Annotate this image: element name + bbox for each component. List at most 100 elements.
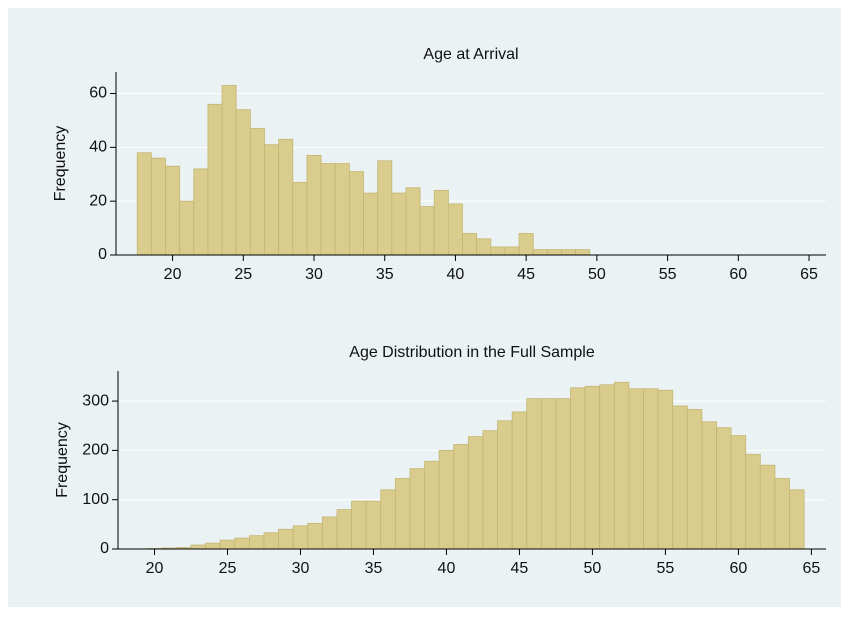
- bar: [219, 539, 236, 550]
- bar: [490, 246, 506, 256]
- bar: [526, 398, 542, 550]
- x-tick-label: 25: [219, 560, 237, 577]
- bar: [150, 157, 166, 256]
- bar: [467, 436, 484, 550]
- bar: [391, 192, 407, 256]
- bar: [221, 85, 237, 256]
- bar: [235, 109, 251, 256]
- bar: [377, 160, 393, 256]
- bar: [546, 249, 562, 256]
- bar: [234, 537, 250, 550]
- x-tick-label: 55: [657, 560, 675, 577]
- x-tick-label: 65: [803, 560, 821, 577]
- bar: [365, 500, 382, 550]
- bar: [716, 427, 732, 550]
- bar: [462, 233, 478, 256]
- bar: [136, 152, 152, 256]
- x-tick-label: 35: [376, 266, 394, 283]
- bar: [424, 460, 440, 550]
- x-tick-label: 55: [659, 266, 677, 283]
- y-tick-label: 300: [82, 392, 109, 409]
- bar: [532, 249, 548, 256]
- bar: [433, 190, 449, 256]
- bar: [672, 405, 688, 550]
- bar: [628, 388, 644, 550]
- bar: [165, 165, 181, 256]
- bar: [307, 522, 323, 550]
- bar: [320, 163, 336, 256]
- bar: [476, 238, 492, 256]
- y-tick-label: 0: [98, 246, 107, 263]
- bar: [453, 444, 469, 550]
- x-tick-label: 40: [438, 560, 456, 577]
- bar: [336, 509, 352, 550]
- bar: [774, 478, 790, 550]
- bar: [599, 384, 615, 550]
- bar: [249, 128, 265, 256]
- bar: [278, 138, 294, 256]
- x-tick-label: 60: [730, 560, 748, 577]
- bar: [193, 168, 209, 256]
- x-tick-label: 65: [800, 266, 818, 283]
- bar: [263, 532, 279, 550]
- bar: [438, 449, 455, 550]
- x-tick-label: 45: [511, 560, 529, 577]
- x-tick-label: 20: [164, 266, 182, 283]
- chart-title: Age at Arrival: [423, 46, 518, 63]
- bar: [759, 464, 776, 550]
- bar: [584, 385, 601, 550]
- bar: [306, 155, 322, 256]
- bar: [447, 203, 463, 256]
- bar: [789, 489, 805, 550]
- y-axis-label: Frequency: [54, 422, 71, 498]
- bar: [394, 478, 411, 550]
- x-tick-label: 50: [584, 560, 602, 577]
- bar: [482, 430, 498, 550]
- bar: [575, 249, 591, 256]
- x-tick-label: 40: [447, 266, 465, 283]
- bar: [190, 544, 206, 550]
- bar: [643, 388, 659, 550]
- x-tick-label: 60: [729, 266, 747, 283]
- x-tick-label: 20: [146, 560, 164, 577]
- bar: [497, 420, 513, 550]
- bar: [278, 528, 294, 550]
- y-tick-label: 100: [82, 491, 109, 508]
- bar: [292, 525, 309, 550]
- y-tick-label: 40: [89, 139, 107, 156]
- bar: [334, 163, 350, 256]
- bar: [363, 192, 379, 256]
- bar: [730, 435, 747, 550]
- bar: [205, 542, 221, 550]
- bar: [207, 103, 223, 256]
- x-tick-label: 30: [292, 560, 310, 577]
- bar: [264, 144, 280, 256]
- bar: [745, 453, 761, 550]
- bar: [248, 535, 265, 550]
- x-tick-label: 45: [517, 266, 535, 283]
- bar: [405, 187, 421, 256]
- y-tick-label: 20: [89, 192, 107, 209]
- y-tick-label: 200: [82, 442, 109, 459]
- bar: [540, 398, 557, 550]
- bar: [657, 389, 674, 550]
- bar: [701, 421, 717, 550]
- y-tick-label: 0: [100, 540, 109, 557]
- chart-title: Age Distribution in the Full Sample: [349, 344, 595, 361]
- bar: [380, 489, 396, 550]
- bar: [348, 171, 364, 256]
- bar: [561, 249, 577, 256]
- bar: [555, 398, 571, 550]
- bar: [504, 246, 520, 256]
- x-tick-label: 25: [234, 266, 252, 283]
- bar: [518, 233, 534, 256]
- bar: [179, 200, 195, 256]
- y-tick-label: 60: [89, 85, 107, 102]
- bar: [613, 381, 630, 550]
- bar: [409, 468, 425, 550]
- bar: [321, 516, 338, 550]
- x-tick-label: 35: [365, 560, 383, 577]
- x-tick-label: 50: [588, 266, 606, 283]
- bar: [351, 500, 367, 550]
